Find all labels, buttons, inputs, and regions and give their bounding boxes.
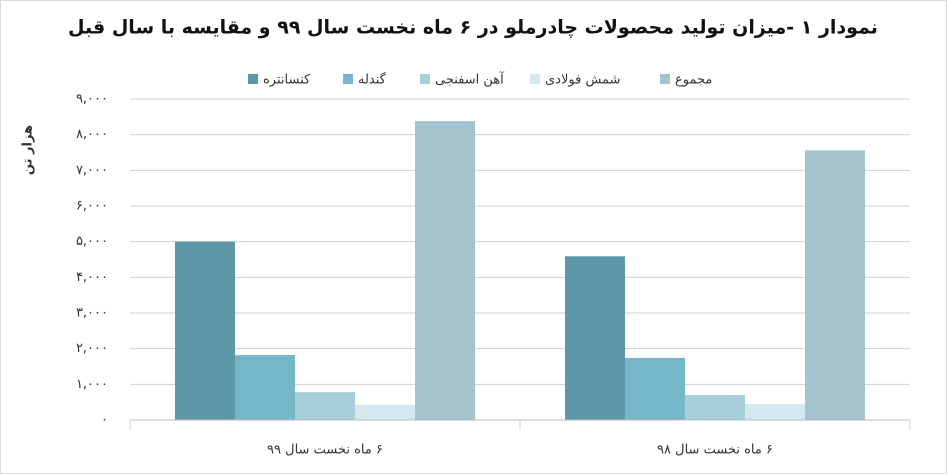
- y-tick-label: ۳,۰۰۰: [76, 306, 108, 321]
- bar: [175, 241, 235, 420]
- y-tick-label: ۵,۰۰۰: [76, 234, 108, 249]
- legend-label: مجموع: [675, 73, 712, 88]
- y-axis-label: هزار تن: [21, 125, 36, 175]
- legend-swatch: [420, 74, 430, 84]
- y-tick-label: ۴,۰۰۰: [76, 270, 108, 285]
- bar: [355, 405, 415, 420]
- y-tick-label: ۸,۰۰۰: [76, 127, 108, 142]
- legend-swatch: [660, 74, 670, 84]
- legend-label: شمش فولادی: [545, 73, 620, 88]
- legend-swatch: [343, 74, 353, 84]
- x-tick-label: ۶ ماه نخست سال ۹۸: [657, 443, 773, 458]
- bar: [565, 256, 625, 420]
- bar: [235, 355, 295, 420]
- y-tick-label: ۱,۰۰۰: [76, 377, 108, 392]
- bar: [685, 395, 745, 420]
- legend-label: کنسانتره: [263, 73, 311, 88]
- bar: [805, 150, 865, 421]
- x-tick-label: ۶ ماه نخست سال ۹۹: [267, 443, 383, 458]
- legend-label: آهن اسفنجی: [435, 71, 505, 88]
- y-tick-label: ۹,۰۰۰: [76, 92, 108, 107]
- chart-title: نمودار ۱ -میزان تولید محصولات چادرملو در…: [68, 17, 878, 39]
- bar: [415, 121, 475, 420]
- y-tick-label: ۲,۰۰۰: [76, 341, 108, 356]
- bar: [745, 403, 805, 420]
- bar: [295, 392, 355, 420]
- legend-swatch: [248, 74, 258, 84]
- y-tick-label: ۰: [101, 413, 108, 428]
- y-tick-label: ۶,۰۰۰: [76, 199, 108, 214]
- y-tick-label: ۷,۰۰۰: [76, 163, 108, 178]
- legend-swatch: [530, 74, 540, 84]
- legend-label: گندله: [358, 72, 387, 88]
- bar: [625, 357, 685, 420]
